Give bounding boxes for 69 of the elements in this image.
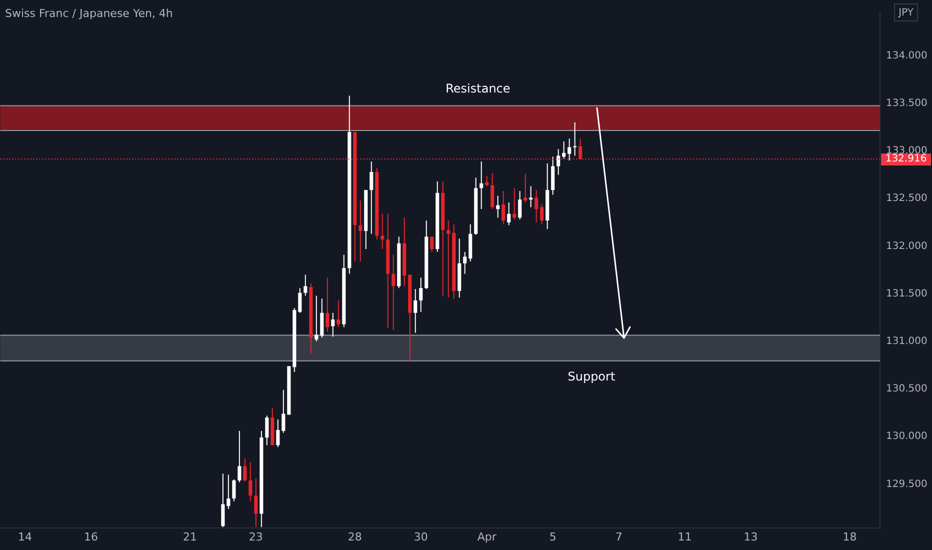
candlestick bbox=[320, 298, 324, 338]
candlestick bbox=[392, 254, 396, 330]
x-tick-label: 11 bbox=[678, 530, 692, 544]
candlestick bbox=[238, 430, 242, 483]
candlestick bbox=[276, 418, 280, 448]
y-tick-label: 131.000 bbox=[886, 336, 928, 347]
candlestick bbox=[524, 173, 528, 203]
y-tick-label: 131.500 bbox=[886, 288, 928, 300]
candlestick bbox=[304, 274, 308, 296]
candlestick bbox=[485, 175, 489, 187]
x-tick-label: 5 bbox=[549, 530, 556, 544]
y-tick-label: 129.500 bbox=[886, 478, 928, 490]
candlestick bbox=[463, 251, 467, 274]
candlestick bbox=[578, 138, 582, 160]
candlestick bbox=[282, 389, 286, 434]
candlestick bbox=[562, 140, 566, 160]
candlestick bbox=[414, 288, 418, 334]
candlestick bbox=[502, 190, 506, 225]
x-tick-label: 18 bbox=[842, 530, 857, 544]
candlestick bbox=[314, 295, 318, 342]
x-tick-label: Apr bbox=[477, 530, 497, 544]
candlestick bbox=[326, 277, 330, 332]
x-tick-label: 13 bbox=[744, 530, 758, 544]
candlestick bbox=[232, 478, 236, 502]
candlestick bbox=[430, 236, 434, 252]
x-tick-label: 21 bbox=[182, 530, 197, 544]
x-tick-label: 16 bbox=[84, 530, 98, 544]
candlestick bbox=[512, 188, 516, 220]
x-tick-label: 30 bbox=[414, 530, 428, 544]
candlestick bbox=[419, 277, 423, 312]
y-tick-label: 133.500 bbox=[886, 98, 928, 109]
candlestick bbox=[254, 478, 258, 528]
candlestick bbox=[336, 300, 340, 328]
y-tick-label: 130.000 bbox=[886, 431, 928, 442]
candlestick bbox=[358, 200, 362, 262]
y-tick-label: 130.500 bbox=[886, 384, 928, 395]
y-tick-label: 132.000 bbox=[886, 240, 928, 252]
candlestick bbox=[518, 190, 522, 220]
candlestick bbox=[573, 122, 577, 156]
candlestick bbox=[380, 213, 384, 250]
candlestick bbox=[568, 138, 572, 162]
candlestick bbox=[507, 202, 511, 226]
band-label: Resistance bbox=[446, 81, 510, 96]
candlestick bbox=[496, 195, 500, 218]
candlestick bbox=[243, 458, 247, 482]
x-tick-label: 14 bbox=[18, 530, 32, 544]
candlestick bbox=[540, 204, 544, 225]
x-tick-label: 23 bbox=[248, 530, 263, 544]
candlestick bbox=[226, 474, 230, 510]
candlestick bbox=[331, 312, 335, 338]
x-tick-label: 7 bbox=[615, 530, 622, 544]
chart-title: Swiss Franc / Japanese Yen, 4h bbox=[5, 6, 173, 20]
candlestick bbox=[248, 462, 252, 502]
candlestick bbox=[265, 415, 269, 446]
candlestick bbox=[370, 160, 374, 234]
candlestick bbox=[551, 156, 555, 196]
candlestick bbox=[490, 172, 494, 210]
candlestick bbox=[534, 190, 538, 223]
candlestick bbox=[221, 473, 225, 528]
candlestick bbox=[446, 220, 450, 298]
y-tick-label: 132.500 bbox=[886, 193, 928, 204]
candlestick bbox=[480, 160, 484, 210]
x-tick-label: 28 bbox=[348, 530, 362, 544]
band-label: Support bbox=[568, 370, 616, 384]
y-tick-label: 134.000 bbox=[886, 50, 928, 62]
y-axis-title: JPY bbox=[898, 8, 914, 19]
candlestick bbox=[298, 288, 302, 314]
candlestick bbox=[556, 148, 560, 176]
candlestick bbox=[529, 186, 533, 208]
